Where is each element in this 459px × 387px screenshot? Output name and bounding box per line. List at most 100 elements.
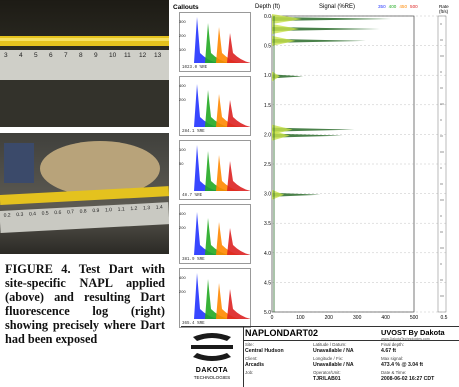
waveform-peak [216,155,240,191]
callout-box: 400 200 284.1 %RE [179,76,251,136]
y-tick-label: 3.0 [264,192,271,198]
signal-peak-band [272,189,285,200]
waveform-peak [205,23,229,63]
divider [243,340,459,341]
dart-photo-bottom: 0.2 0.3 0.4 0.5 0.6 0.7 0.8 0.9 1.0 1.1 1.2 1.3 1.4 [0,133,169,254]
client-label: Client: [245,356,258,361]
callout-tick-label: 400 [179,211,186,216]
date-time-value: 2008-06-02 16:27 CDT [381,376,435,382]
ruler-top: 3 4 5 6 7 8 9 10 11 12 13 [0,50,169,80]
ruler-number: 3 [4,52,8,59]
ruler-number: 1.2 [130,205,138,213]
legend-entry: 450 [399,4,408,9]
callout-value-label: 284.1 %RE [182,130,205,134]
ruler-number: 1.4 [155,204,163,211]
waveform-peak [205,90,229,127]
waveform-peak [194,84,218,127]
latitude-label: Latitude / Datum: [313,342,347,347]
waveform-peak [227,228,250,255]
depth-axis-label: Depth (ft) [255,4,281,10]
signal-peak-band [272,71,280,82]
y-tick-label: 2.0 [264,132,271,138]
waveform-peak [205,218,229,255]
callout-tick-label: 100 [179,147,186,152]
callout-tick-label: 400 [179,275,186,280]
ruler-number: 0.2 [3,212,11,219]
signal-peak [272,133,343,138]
dart-photo-top: 3 4 5 6 7 8 9 10 11 12 13 [0,0,169,127]
operator-value: TJR/LAB01 [313,376,341,382]
equipment-block [4,143,34,183]
signal-peak-band [272,24,299,35]
signal-peak [272,16,392,21]
x-tick-label: 400 [381,315,390,321]
ruler-number: 1.1 [117,206,125,213]
product-name: UVOST By Dakota [381,328,445,337]
date-time-label: Date & Time: [381,370,407,375]
ruler-number: 11 [124,52,131,59]
product-url: www.DakotaTechnologies.com [381,337,430,341]
bench-surface [0,80,169,127]
final-depth-label: Final depth: [381,342,404,347]
operator-label: Operator/Unit: [313,370,341,375]
ruler-number: 0.3 [16,211,24,219]
callout-box: 400 200 381.9 %RE [179,204,251,264]
y-tick-label: 4.0 [264,251,271,257]
waveform-peak [227,33,250,63]
waveform-peak [194,145,218,191]
legend-entry: 400 [388,4,397,9]
y-tick-label: 0.0 [264,14,271,20]
ruler-number: 0.8 [79,208,87,215]
callout-tick-label: 50 [179,161,184,166]
waveform-peak [216,94,240,127]
ruler-number: 0.9 [92,207,100,215]
y-tick-label: 3.5 [264,221,271,227]
waveform-peak [205,151,229,191]
ruler-bottom: 0.2 0.3 0.4 0.5 0.6 0.7 0.8 0.9 1.0 1.1 1.2 1.3 1.4 [0,202,169,233]
y-tick-label: 1.0 [264,73,271,79]
callout-tick-label: 100 [179,47,186,52]
ruler-number: 1.0 [104,207,113,214]
signal-peak [272,127,355,132]
document-name: NAPLONDART02 [245,328,319,338]
longitude-value: Unavailable / NA [313,362,354,368]
ruler-number: 4 [19,52,23,59]
ruler-number: 1.3 [142,205,151,212]
max-signal-label: Max signal: [381,356,404,361]
signal-peak [272,38,366,43]
callout-value-label: 48.7 %RE [182,194,203,198]
ruler-number: 5 [34,52,38,59]
title-block: DAKOTA TECHNOLOGIES NAPLONDART02 UVOST B… [181,326,459,387]
ruler-number: 6 [49,52,53,59]
fluorescence-log-chart: 0.0 0.5 1.0 1.5 2.0 2.5 3.0 3.5 4.0 4.5 5.00 100 200… [264,13,448,321]
ruler-number: 9 [94,52,98,59]
callout-box: 400 200 365.4 %RE [179,268,251,328]
callout-tick-label: 200 [179,97,186,102]
company-name: DAKOTA [195,367,229,374]
signal-peak [272,74,304,79]
waveform-peak [216,283,240,319]
y-tick-label: 2.5 [264,162,271,168]
max-signal-value: 473.4 % @ 3.04 ft [381,362,423,368]
ruler-number: 0.7 [66,209,75,216]
signal-peak-band [272,13,302,24]
callout-value-label: 381.9 %RE [182,258,205,262]
ruler-number: 12 [139,52,147,59]
callouts-title: Callouts [173,4,199,11]
ruler-number: 0.6 [54,209,62,217]
callout-tick-label: 300 [179,19,186,24]
signal-peak-band [272,130,290,141]
y-tick-label: 5.0 [264,310,271,316]
callout-tick-label: 200 [179,33,186,38]
yellow-dart-rod [0,36,169,46]
waveform-peak [227,161,250,191]
figure-caption: FIGURE 4. Test Dart with site-specific N… [5,262,165,346]
signal-axis-label: Signal (%RE) [319,4,356,10]
waveform-peak [205,279,229,319]
chart-header: Depth (ft) Signal (%RE) 350 400 450 500 Rat… [253,4,459,14]
final-depth-value: 4.67 ft [381,348,396,354]
latitude-value: Unavailable / NA [313,348,354,354]
x-tick-label: 200 [325,315,334,321]
legend-entry: 350 [378,4,386,9]
ruler-number: 0.4 [28,211,37,218]
